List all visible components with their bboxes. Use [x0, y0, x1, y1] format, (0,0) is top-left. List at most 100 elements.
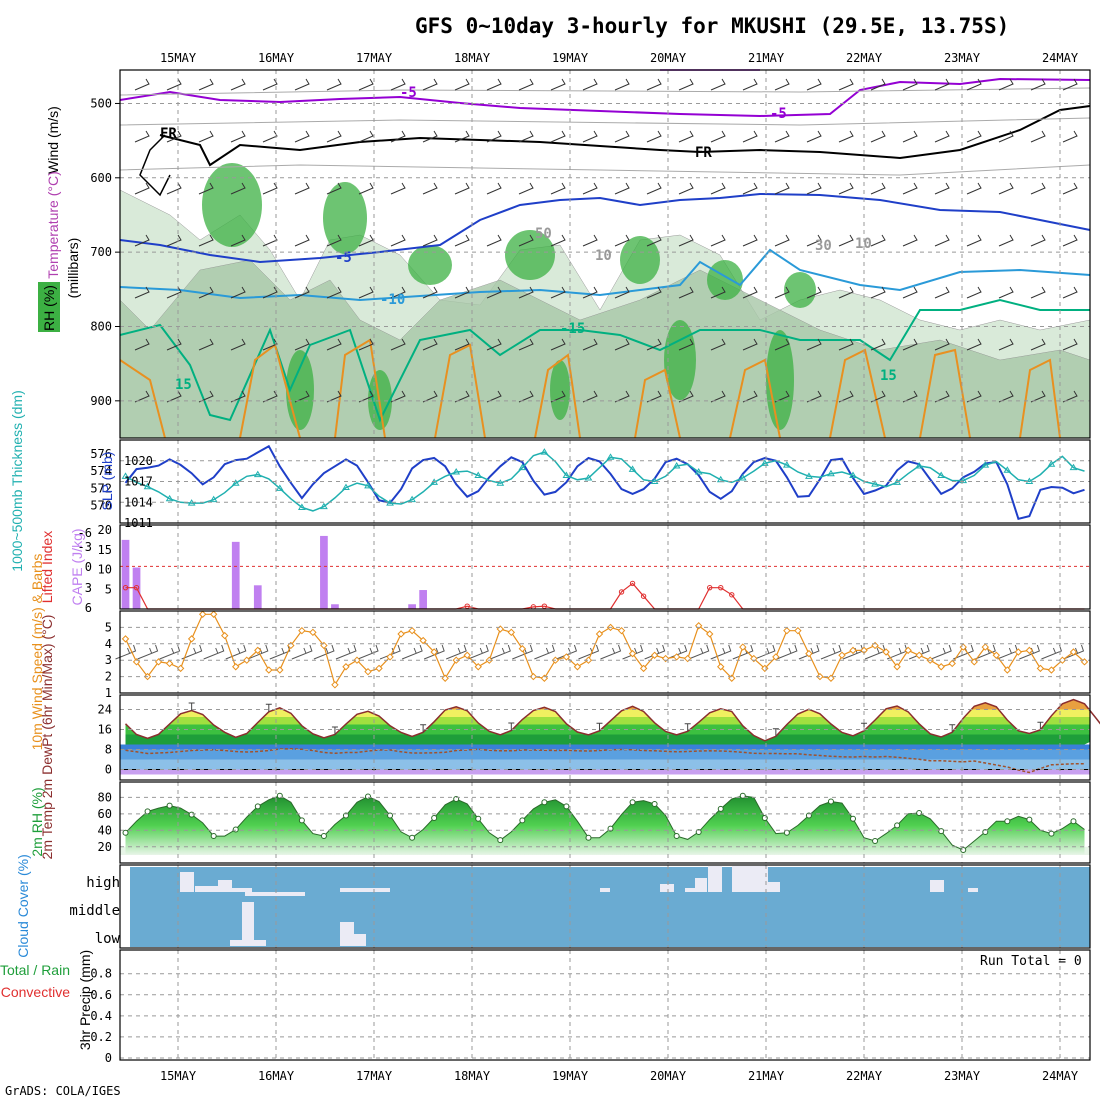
- upper-wind-barb: [518, 338, 534, 351]
- panel-background: [120, 525, 1090, 609]
- wind-speed-marker: [992, 651, 1001, 659]
- wind-speed-marker: [386, 653, 394, 661]
- rh-line: [125, 795, 1085, 851]
- wind-speed-marker: [254, 646, 262, 655]
- contour-label: 10: [595, 248, 612, 264]
- rh-marker: [519, 817, 526, 824]
- upper-wind-barb: [230, 286, 246, 299]
- upper-wind-barb: [358, 286, 374, 299]
- thickness-marker: [386, 499, 394, 506]
- upper-wind-barb: [230, 182, 246, 195]
- upper-wind-barb: [582, 182, 598, 195]
- slp-line: [124, 444, 1085, 520]
- upper-wind-barb: [1030, 390, 1046, 403]
- wind-speed-marker: [441, 674, 449, 682]
- rh-axis-label: 2m RH (%): [29, 787, 45, 856]
- upper-wind-barb: [294, 78, 310, 91]
- upper-wind-barb: [262, 130, 278, 143]
- contour-label: -10: [380, 292, 405, 308]
- cape-bar: [231, 541, 240, 609]
- upper-wind-barb: [1062, 286, 1078, 299]
- temperature-contour: [159, 105, 1091, 167]
- upper-wind-barb: [486, 390, 502, 403]
- wind-speed-marker: [893, 663, 901, 671]
- thickness-marker: [606, 453, 615, 460]
- upper-wind-barb: [902, 234, 918, 247]
- contour-label: 15: [880, 368, 897, 384]
- wind-axis-label: Wind (m/s): [45, 106, 61, 174]
- precip-tick-label: 0.2: [90, 1030, 112, 1044]
- upper-wind-barb: [614, 182, 630, 195]
- upper-wind-barb: [230, 390, 246, 403]
- convective-label: Convective: [1, 984, 70, 1000]
- upper-wind-barb: [806, 390, 822, 403]
- upper-wind-barb: [678, 338, 694, 351]
- upper-wind-barb: [870, 286, 886, 299]
- rh-marker: [497, 837, 504, 844]
- upper-wind-barb: [806, 338, 822, 351]
- wind-speed-marker: [353, 656, 361, 664]
- rh-panel: [119, 781, 1091, 864]
- top-date-label: 22MAY: [846, 51, 883, 65]
- upper-wind-barb: [902, 130, 918, 143]
- upper-wind-barb: [550, 286, 566, 299]
- thickness-marker: [518, 463, 527, 471]
- upper-wind-barb: [422, 130, 438, 143]
- upper-wind-barb: [774, 390, 790, 403]
- upper-wind-barb: [550, 338, 566, 351]
- upper-wind-barb: [454, 286, 470, 299]
- bottom-date-label: 15MAY: [160, 1069, 197, 1083]
- thickness-marker: [672, 461, 681, 469]
- cloud-block: [768, 882, 780, 892]
- wind-speed-marker: [595, 630, 604, 638]
- precip-tick-label: 0.4: [90, 1009, 112, 1023]
- upper-wind-barb: [198, 234, 214, 247]
- wind-speed-marker: [287, 641, 295, 650]
- cloud-background: [130, 867, 1090, 947]
- slp-tick-label: 1017: [124, 475, 153, 489]
- upper-wind-barb: [902, 286, 918, 299]
- temperature-contour: [139, 134, 171, 197]
- wind-tick-label: 5: [105, 620, 112, 634]
- thickness-tick-label: 570: [90, 499, 112, 513]
- upper-wind-barb: [646, 390, 662, 403]
- wind-speed-marker: [187, 635, 196, 643]
- upper-wind-barb: [934, 338, 950, 351]
- contour-label: 15: [175, 377, 192, 393]
- temperature-band: [120, 749, 1090, 760]
- thickness-marker: [915, 461, 924, 469]
- thickness-tick-label: 574: [90, 464, 112, 478]
- upper-wind-barb: [198, 338, 214, 351]
- upper-wind-barb: [678, 78, 694, 91]
- pressure-tick-label: 700: [90, 245, 112, 259]
- temperature-band: [120, 769, 1090, 775]
- upper-wind-barb: [358, 182, 374, 195]
- top-date-label: 16MAY: [258, 51, 295, 65]
- upper-wind-barb: [774, 338, 790, 351]
- upper-wind-barb: [934, 286, 950, 299]
- temperature-contour: [239, 343, 301, 439]
- rh-marker: [872, 838, 879, 844]
- rh-marker: [387, 812, 394, 819]
- temperature-axis-label: 2m Temp 2m DewPt (6hr Min/Max) (°C): [39, 615, 55, 860]
- rh-legend-swatch: [38, 282, 60, 332]
- minmax-bar: [684, 723, 691, 732]
- rh-dark-patch: [784, 272, 816, 308]
- upper-wind-barb: [870, 130, 886, 143]
- upper-wind-barb: [998, 78, 1014, 91]
- upper-wind-barb: [902, 390, 918, 403]
- temp-tick-label: 0: [105, 763, 112, 777]
- li-marker: [707, 584, 713, 591]
- upper-wind-barb: [678, 130, 694, 143]
- rh-marker: [431, 814, 438, 821]
- upper-wind-barb: [998, 130, 1014, 143]
- upper-wind-barb: [838, 390, 854, 403]
- li-tick-label: -3: [78, 540, 92, 554]
- wind-barb: [931, 644, 952, 660]
- upper-wind-barb: [838, 234, 854, 247]
- upper-wind-barb: [262, 390, 278, 403]
- thickness-marker: [209, 495, 218, 503]
- thickness-marker: [231, 479, 240, 486]
- upper-wind-barb: [390, 390, 406, 403]
- upper-wind-barb: [294, 130, 310, 143]
